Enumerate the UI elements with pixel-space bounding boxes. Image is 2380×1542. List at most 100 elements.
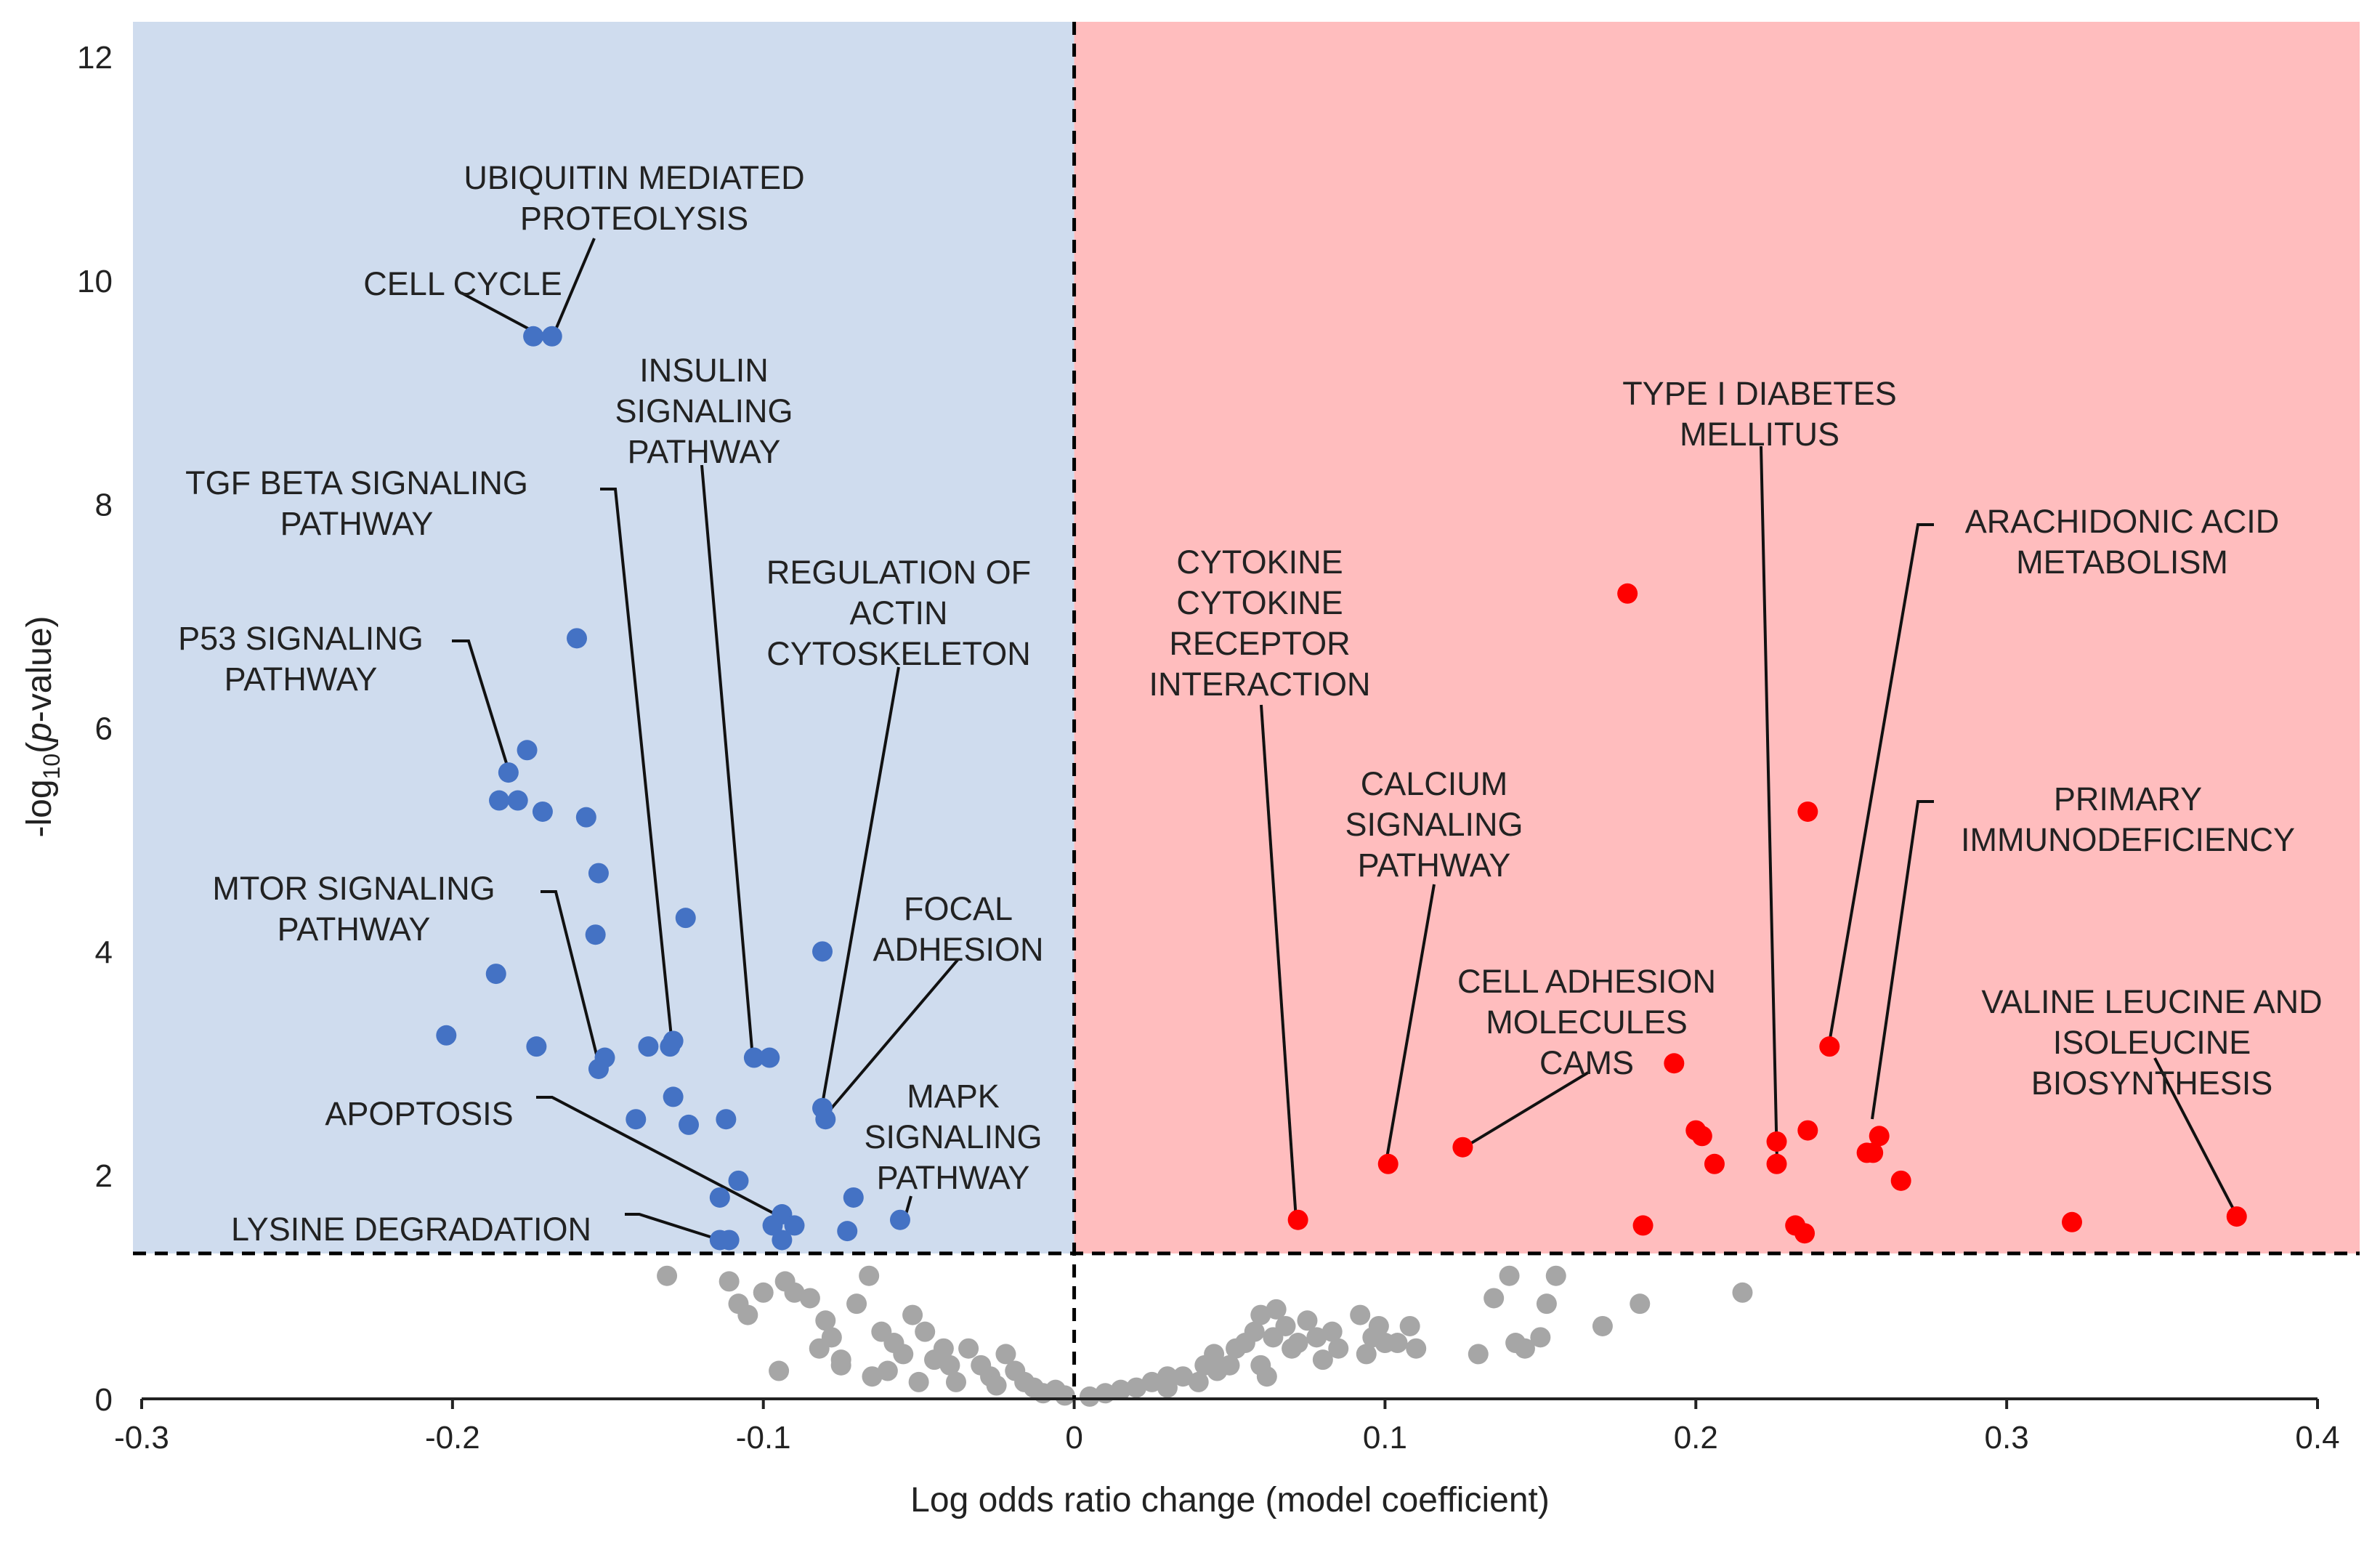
not-significant-point	[1536, 1293, 1557, 1315]
not-significant-point	[1173, 1366, 1194, 1387]
annotation-line: PATHWAY	[1358, 847, 1511, 884]
annotation-line: CALCIUM	[1361, 765, 1508, 802]
y-tick-label: 0	[95, 1382, 113, 1418]
decreased-point	[588, 1058, 609, 1079]
not-significant-point	[1244, 1321, 1265, 1342]
annotation-label: UBIQUITIN MEDIATED PROTEOLYSIS	[464, 159, 804, 237]
decreased-point	[728, 1170, 749, 1191]
annotation-leader	[553, 238, 596, 334]
not-significant-point	[1054, 1385, 1075, 1406]
increased-point	[1664, 1053, 1685, 1074]
decreased-point	[585, 924, 606, 945]
x-tick-label: 0.2	[1674, 1420, 1718, 1456]
annotation-line: PATHWAY	[877, 1159, 1030, 1196]
decreased-point	[626, 1109, 647, 1130]
not-significant-point	[1312, 1349, 1333, 1371]
not-significant-point	[1545, 1265, 1566, 1286]
x-tick-label: 0.4	[2295, 1420, 2339, 1456]
y-axis-title-italic: p	[20, 722, 59, 743]
annotation-line: MAPK	[907, 1078, 1000, 1115]
increased-point	[1890, 1170, 1911, 1191]
decreased-point	[638, 1036, 659, 1057]
not-significant-point	[1356, 1344, 1377, 1365]
x-tick-label: 0.3	[1985, 1420, 2029, 1456]
not-significant-point	[1110, 1379, 1131, 1400]
not-significant-point	[1141, 1371, 1162, 1392]
not-significant-point	[1630, 1293, 1651, 1315]
annotation-leader	[625, 1213, 720, 1241]
decreased-point	[784, 1215, 805, 1236]
annotation-leader	[2153, 1057, 2239, 1218]
decreased-point	[772, 1230, 793, 1251]
annotation-line: ISOLEUCINE	[2053, 1024, 2251, 1061]
y-axis-title: -log10(p-value)	[20, 615, 65, 837]
annotation-label: LYSINE DEGRADATION	[231, 1211, 591, 1248]
decreased-point	[436, 1025, 457, 1046]
annotation-line: ARACHIDONIC ACID	[1965, 503, 2280, 540]
not-significant-point	[1328, 1338, 1349, 1359]
annotation-leader	[1464, 1071, 1590, 1148]
increased-point	[1617, 583, 1638, 604]
axis-text: -0.3 -0.2 -0.1 0 0.1 0.2 0.3 0.4 0 2 4 6 8 10 12 Log od…	[20, 40, 2340, 1519]
increased-point	[2226, 1206, 2247, 1227]
x-tick-label: -0.3	[114, 1420, 169, 1456]
not-significant-point	[939, 1355, 960, 1376]
not-significant-point	[719, 1271, 740, 1292]
decreased-point	[567, 628, 587, 649]
annotation-leader	[600, 488, 673, 1044]
not-significant-point	[737, 1304, 758, 1325]
decreased-point	[663, 1086, 684, 1107]
not-significant-point	[809, 1338, 830, 1359]
annotation-leader	[824, 958, 960, 1117]
not-significant-point	[1250, 1304, 1271, 1325]
x-tick-label: -0.1	[736, 1420, 791, 1456]
annotation-line: PRIMARY	[2054, 780, 2202, 818]
annotation-line: CELL CYCLE	[363, 265, 562, 302]
increased-point	[1797, 801, 1818, 822]
increased-point	[1819, 1036, 1840, 1057]
annotation-line: INSULIN	[639, 352, 769, 389]
decreased-point	[743, 1047, 764, 1068]
annotation-line: LYSINE DEGRADATION	[231, 1211, 591, 1248]
annotation-label: TYPE I DIABETES MELLITUS	[1622, 375, 1897, 453]
not-significant-point	[1732, 1282, 1753, 1303]
not-significant-point	[862, 1366, 883, 1387]
annotation-line: CAMS	[1539, 1044, 1634, 1081]
y-tick-label: 12	[77, 40, 113, 76]
decreased-point	[532, 801, 553, 822]
y-axis-title-subscript: 10	[39, 754, 65, 780]
x-axis-title: Log odds ratio change (model coefficient…	[910, 1481, 1550, 1519]
increased-region	[1074, 22, 2360, 1254]
decreased-point	[523, 326, 544, 347]
y-axis-title-prefix: -log	[20, 779, 59, 837]
not-significant-point	[830, 1355, 851, 1376]
not-significant-point	[1256, 1366, 1277, 1387]
not-significant-point	[1592, 1315, 1613, 1336]
decreased-point	[843, 1187, 864, 1208]
not-significant-point	[1368, 1315, 1389, 1336]
annotation-leaders	[452, 238, 2239, 1241]
annotation-leader	[821, 666, 900, 1105]
decreased-point	[575, 807, 596, 828]
annotation-label: ARACHIDONIC ACID METABOLISM	[1965, 503, 2280, 581]
annotation-line: SIGNALING	[1345, 806, 1523, 843]
not-significant-point	[1188, 1371, 1209, 1392]
plot-background	[133, 22, 2360, 1254]
decreased-point	[675, 908, 696, 929]
annotation-line: INTERACTION	[1149, 666, 1370, 703]
increased-point	[1632, 1215, 1654, 1236]
increased-point	[1766, 1131, 1787, 1152]
annotation-line: CYTOKINE	[1176, 584, 1343, 621]
annotation-line: VALINE LEUCINE AND	[1981, 983, 2322, 1020]
annotation-label: APOPTOSIS	[325, 1095, 513, 1132]
not-significant-point	[1484, 1288, 1505, 1309]
not-significant-point	[1219, 1355, 1240, 1376]
decreased-point	[489, 790, 510, 811]
annotation-leader	[536, 1096, 800, 1228]
